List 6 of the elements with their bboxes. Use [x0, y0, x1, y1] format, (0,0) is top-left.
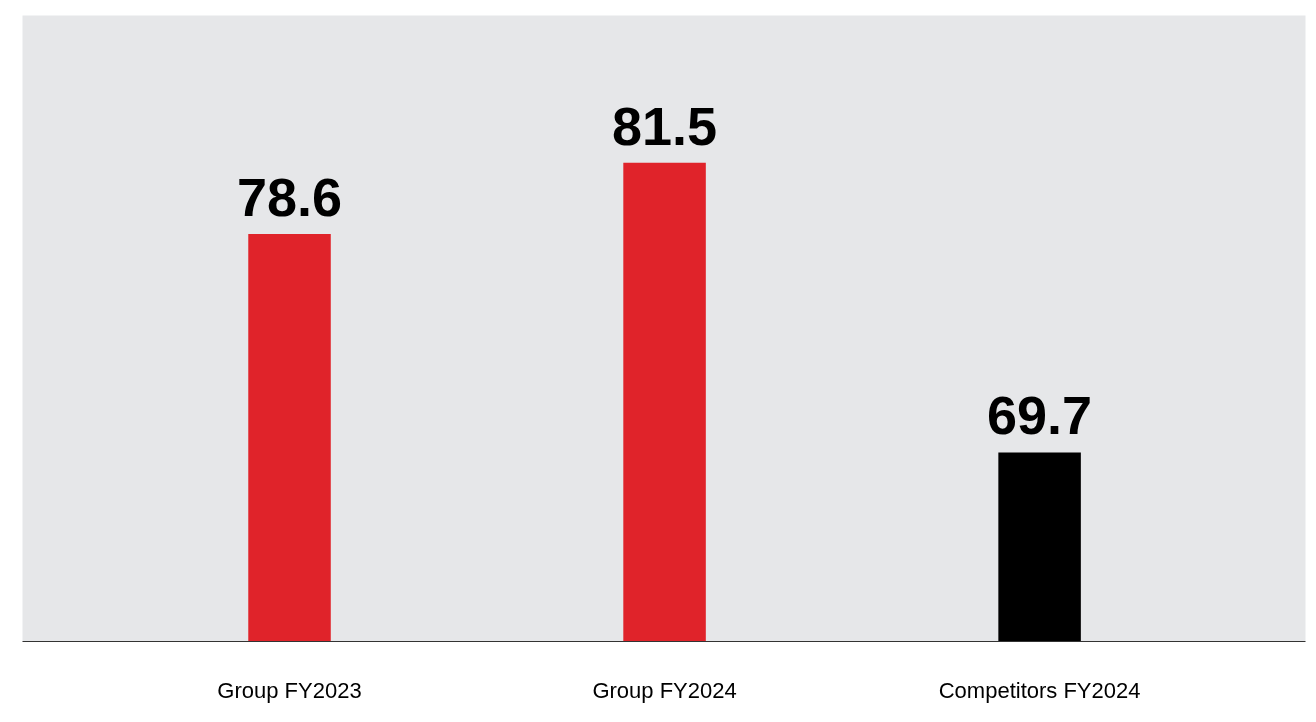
data-label: 78.6	[236, 166, 343, 227]
data-label: 69.7	[987, 385, 1093, 446]
data-label: 81.5	[612, 95, 718, 156]
x-tick-label: Group FY2023	[217, 677, 362, 703]
x-tick-label: Group FY2024	[592, 677, 737, 703]
x-tick-label: Competitors FY2024	[938, 677, 1141, 703]
